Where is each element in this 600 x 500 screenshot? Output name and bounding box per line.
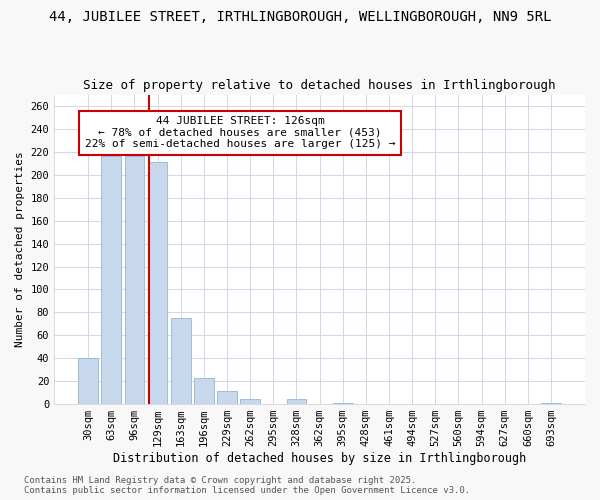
Bar [78, 358, 98, 404]
Text: Contains HM Land Registry data © Crown copyright and database right 2025.
Contai: Contains HM Land Registry data © Crown c… [24, 476, 470, 495]
Text: 44 JUBILEE STREET: 126sqm
← 78% of detached houses are smaller (453)
22% of semi: 44 JUBILEE STREET: 126sqm ← 78% of detac… [85, 116, 395, 150]
Bar [541, 403, 561, 404]
Bar [194, 378, 214, 404]
Bar [125, 156, 144, 404]
Bar [148, 162, 167, 404]
Title: Size of property relative to detached houses in Irthlingborough: Size of property relative to detached ho… [83, 79, 556, 92]
X-axis label: Distribution of detached houses by size in Irthlingborough: Distribution of detached houses by size … [113, 452, 526, 465]
Bar [217, 392, 237, 404]
Bar [241, 400, 260, 404]
Bar [171, 318, 191, 404]
Bar [287, 400, 306, 404]
Bar [333, 403, 353, 404]
Bar [101, 156, 121, 404]
Y-axis label: Number of detached properties: Number of detached properties [15, 152, 25, 347]
Text: 44, JUBILEE STREET, IRTHLINGBOROUGH, WELLINGBOROUGH, NN9 5RL: 44, JUBILEE STREET, IRTHLINGBOROUGH, WEL… [49, 10, 551, 24]
